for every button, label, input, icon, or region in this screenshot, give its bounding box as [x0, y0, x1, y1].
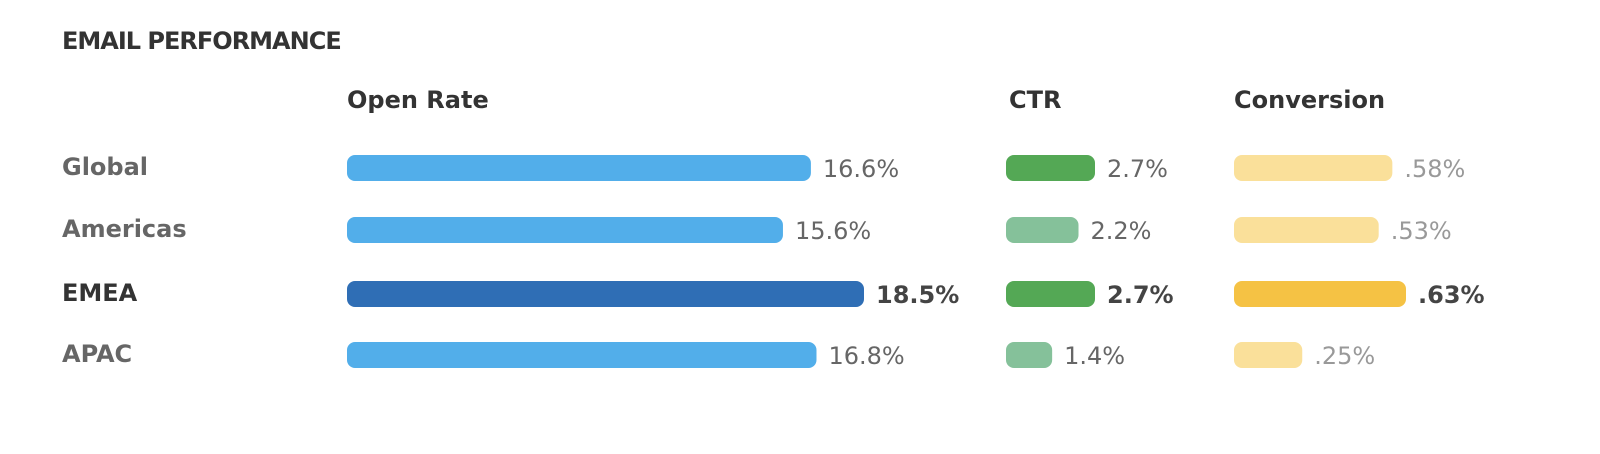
bar — [1006, 217, 1079, 243]
chart-title: EMAIL PERFORMANCE — [62, 27, 341, 55]
value-label: 2.7% — [1107, 155, 1168, 183]
value-label: .25% — [1314, 342, 1375, 370]
bar — [347, 281, 864, 307]
row-label: Americas — [62, 215, 187, 243]
column-header: CTR — [1009, 86, 1061, 114]
bar — [347, 155, 811, 181]
column-header: Conversion — [1234, 86, 1385, 114]
bar — [1234, 281, 1406, 307]
value-label: 18.5% — [876, 281, 959, 309]
bar — [1006, 155, 1095, 181]
value-label: 16.8% — [828, 342, 904, 370]
row-label: Global — [62, 153, 148, 181]
column-header: Open Rate — [347, 86, 489, 114]
value-label: 2.2% — [1091, 217, 1152, 245]
row-label: APAC — [62, 340, 132, 368]
row-label: EMEA — [62, 279, 138, 307]
bar — [347, 217, 783, 243]
bar — [1006, 281, 1095, 307]
value-label: .53% — [1391, 217, 1452, 245]
value-label: 15.6% — [795, 217, 871, 245]
value-label: 16.6% — [823, 155, 899, 183]
value-label: .63% — [1418, 281, 1485, 309]
bar — [1234, 342, 1303, 368]
bar — [1234, 217, 1379, 243]
value-label: 1.4% — [1064, 342, 1125, 370]
bar — [1234, 155, 1393, 181]
bar — [1006, 342, 1053, 368]
bar — [347, 342, 817, 368]
value-label: .58% — [1404, 155, 1465, 183]
value-label: 2.7% — [1107, 281, 1174, 309]
